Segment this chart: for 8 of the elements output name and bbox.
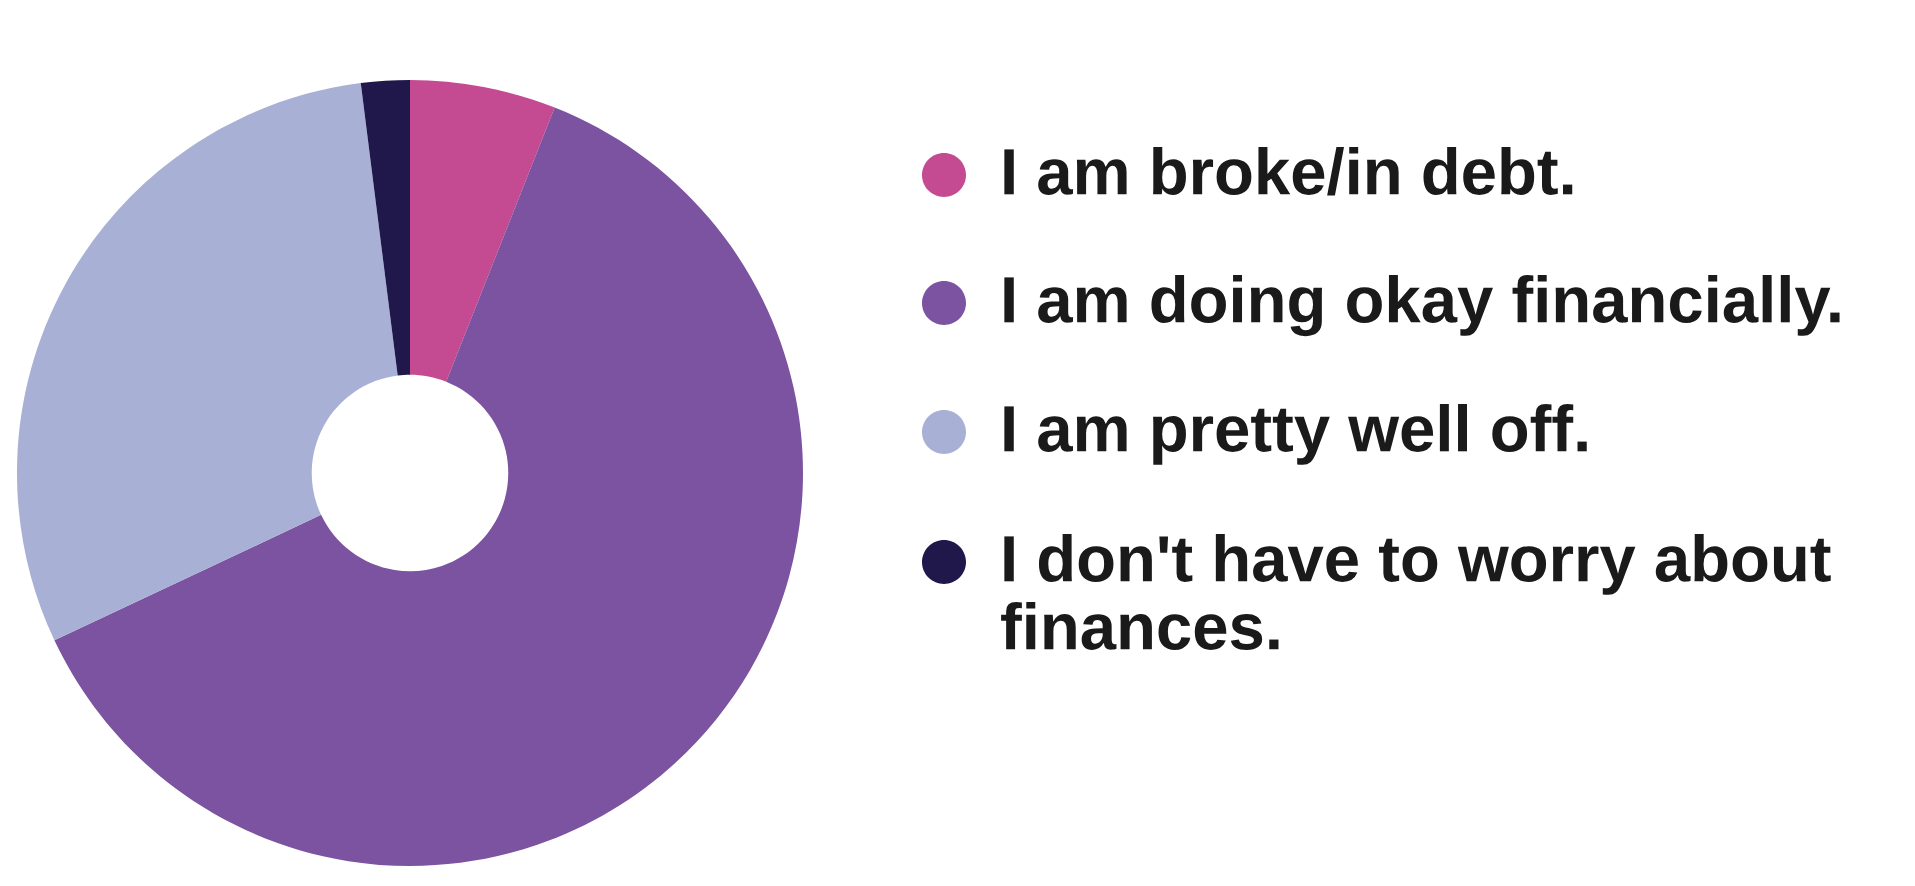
legend-label: I am pretty well off. xyxy=(1004,404,1587,465)
legend-label: I am doing okay financially. xyxy=(1004,275,1840,337)
donut-slice xyxy=(360,80,410,376)
donut-slice xyxy=(17,83,398,641)
donut-slice xyxy=(410,80,555,382)
legend-label: I don't have to worry about finances. xyxy=(1001,534,1831,650)
legend-label: I am broke/in debt. xyxy=(1004,147,1573,196)
donut-slice xyxy=(54,107,803,866)
